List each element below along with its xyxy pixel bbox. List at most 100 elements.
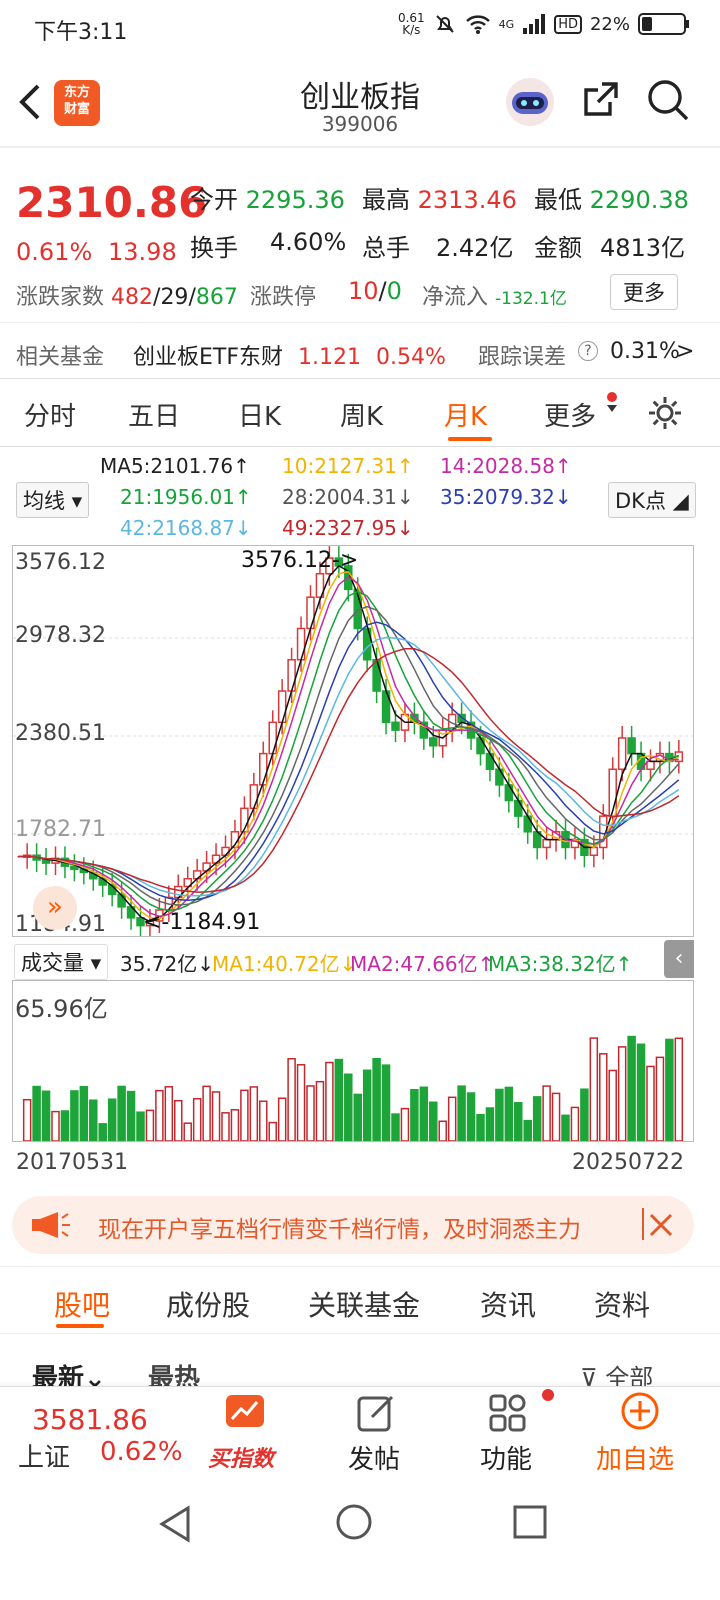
volume-bar (306, 1085, 315, 1141)
buy-index-button[interactable]: 买指数 (208, 1447, 275, 1472)
volume-bar (51, 1110, 60, 1141)
candle-body (136, 917, 145, 927)
system-nav-bar (0, 1476, 720, 1600)
last-price: 2310.86 (16, 178, 208, 227)
volume-chart: 65.96亿 (12, 980, 694, 1142)
help-icon[interactable]: ? (578, 341, 598, 361)
volume-bar (41, 1090, 51, 1141)
status-bar: 下午3:11 0.61 K/s 4G HD 22% (0, 0, 720, 56)
candle-body (268, 721, 277, 755)
price-axis-mid3: 1782.71 (15, 817, 106, 842)
ma-line (17, 648, 680, 893)
nav-recents-icon[interactable] (512, 1504, 548, 1540)
sh-index-pct[interactable]: 0.62% (100, 1437, 183, 1467)
function-button[interactable]: 功能 (480, 1445, 533, 1475)
tab-daily-k[interactable]: 日K (238, 402, 282, 432)
tab-news[interactable]: 资讯 (480, 1289, 537, 1322)
feed-tab-hot[interactable]: 最热 (148, 1364, 201, 1386)
related-fund-row[interactable]: 相关基金 创业板ETF东财 1.121 0.54% 跟踪误差 ? 0.31% > (16, 339, 706, 371)
tab-related-funds[interactable]: 关联基金 (308, 1289, 421, 1322)
volume-bar (617, 1046, 627, 1141)
volume-bar (646, 1065, 655, 1141)
ma-line (17, 564, 680, 923)
search-icon[interactable] (646, 78, 690, 122)
grid-function-icon (489, 1394, 526, 1432)
candle-body (221, 846, 230, 857)
high-value: 2313.46 (417, 186, 517, 214)
turnover-label: 换手 (190, 234, 238, 262)
dk-point-button[interactable]: DK点 ◢ (608, 482, 696, 518)
tab-intraday[interactable]: 分时 (24, 402, 77, 432)
volume-bar (589, 1037, 599, 1141)
candle-body (495, 768, 504, 786)
price-axis-mid2: 2380.51 (15, 721, 106, 746)
volume-bar (457, 1085, 466, 1141)
post-button[interactable]: 发帖 (348, 1445, 401, 1475)
volume-bar (155, 1089, 164, 1141)
netflow-value: -132.1亿 (495, 289, 567, 309)
volume-selector[interactable]: 成交量 ▾ (14, 944, 109, 980)
wifi-icon (465, 15, 490, 34)
volume-bar (391, 1113, 400, 1141)
robot-assistant-icon[interactable] (504, 76, 556, 128)
notification-dot (542, 1389, 554, 1401)
promo-banner[interactable]: 现在开户享五档行情变千档行情，及时洞悉主力 (12, 1196, 694, 1254)
back-icon[interactable] (14, 82, 44, 122)
nav-home-icon[interactable] (334, 1502, 374, 1542)
ma42-value: 42:2168.87↓ (120, 516, 252, 540)
tab-profile[interactable]: 资料 (594, 1289, 651, 1322)
banner-text: 现在开户享五档行情变千档行情，及时洞悉主力 (98, 1217, 581, 1243)
ma-line (17, 575, 679, 918)
ma-line (17, 621, 680, 901)
tab-monthly-k[interactable]: 月K (444, 402, 488, 432)
tab-stock-forum[interactable]: 股吧 (54, 1289, 111, 1322)
share-icon[interactable] (580, 78, 622, 120)
volume-bar (249, 1086, 259, 1141)
volume-bar (504, 1086, 514, 1141)
kline-chart[interactable]: 3576.12 2978.32 2380.51 1782.71 1184.91 … (12, 545, 694, 937)
add-watchlist-button[interactable]: 加自选 (596, 1445, 675, 1475)
volume-bar (325, 1061, 334, 1141)
sh-index-label[interactable]: 上证 (18, 1443, 71, 1473)
volume-bar (372, 1057, 381, 1141)
page-title: 创业板指 (300, 80, 420, 115)
expand-double-chevron-icon[interactable]: » (33, 886, 77, 930)
more-quote-button[interactable]: 更多 (610, 274, 678, 310)
high-label: 最高 (362, 186, 410, 214)
add-circle-icon (621, 1392, 659, 1430)
tab-more[interactable]: 更多 (544, 402, 597, 432)
collapse-panel-icon[interactable]: ‹ (664, 940, 694, 978)
volume-bar (344, 1073, 353, 1141)
volume-bar (523, 1119, 532, 1141)
candle-body (249, 784, 259, 810)
low-marker: <-1184.91 (143, 910, 261, 935)
candle-body (296, 627, 306, 661)
sh-index-price[interactable]: 3581.86 (32, 1403, 148, 1436)
ma28-value: 28:2004.31↓ (282, 485, 414, 509)
feed-filter[interactable]: ⊽ 全部 (580, 1358, 653, 1386)
tab-five-day[interactable]: 五日 (128, 402, 181, 432)
volume-bar (221, 1112, 230, 1141)
nav-back-icon[interactable] (158, 1504, 194, 1544)
active-tab-underline (448, 437, 492, 441)
mute-bell-icon (435, 15, 454, 33)
volume-bar (70, 1090, 79, 1141)
tab-constituents[interactable]: 成份股 (166, 1289, 251, 1322)
close-icon[interactable] (648, 1212, 674, 1238)
high-marker: 3576.12-> (241, 548, 359, 573)
volume-current: 35.72亿↓ (120, 952, 215, 976)
tab-weekly-k[interactable]: 周K (340, 402, 384, 432)
candle-body (485, 752, 495, 770)
ma-line (17, 636, 680, 897)
signal-icon (523, 14, 546, 34)
volume-bar (419, 1086, 429, 1141)
volume-ma2: MA2:47.66亿↑ (350, 952, 495, 976)
candle-body (419, 721, 429, 739)
feed-tab-latest[interactable]: 最新⌄ (32, 1364, 106, 1386)
low-value: 2290.38 (589, 186, 689, 214)
candle-body (259, 752, 268, 786)
candle-body (523, 815, 532, 833)
volume-bar (240, 1089, 249, 1141)
gear-icon[interactable] (646, 394, 684, 432)
ma-selector[interactable]: 均线 ▾ (16, 482, 90, 518)
